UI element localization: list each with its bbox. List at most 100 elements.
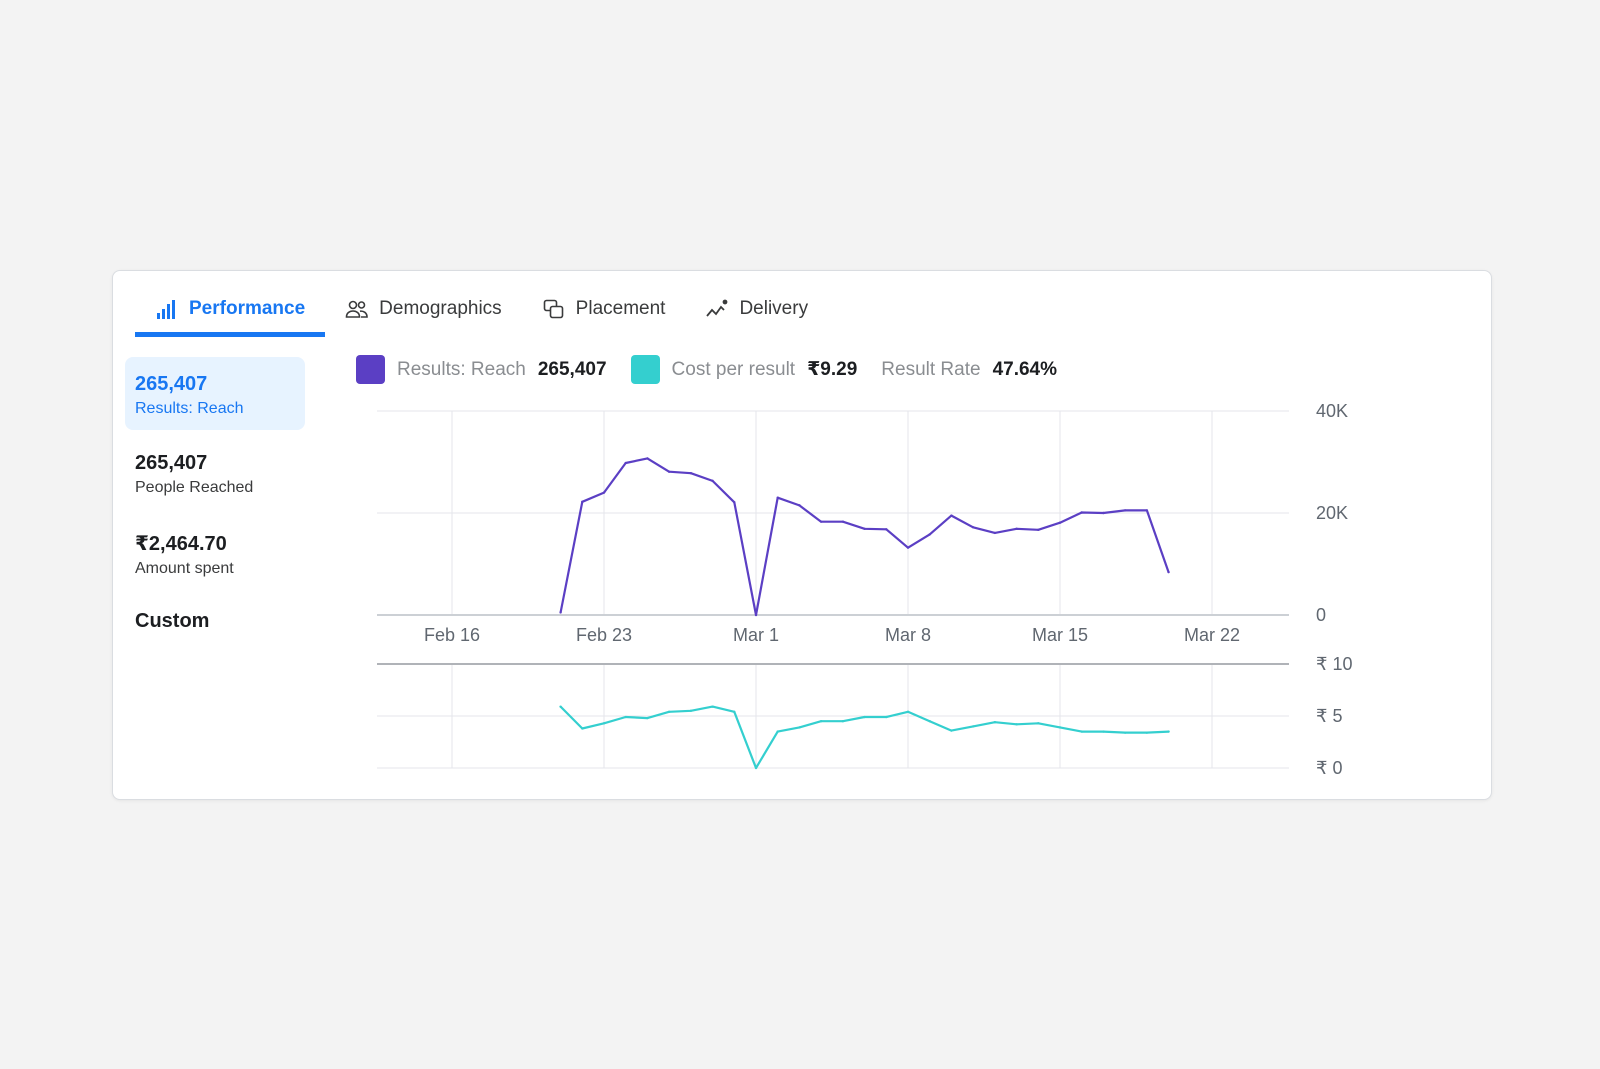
rate-legend-label: Result Rate xyxy=(881,358,981,380)
cost-line-point xyxy=(950,729,953,732)
tab-label: Placement xyxy=(575,298,666,319)
delivery-icon xyxy=(705,297,729,321)
metric-results-reach[interactable]: 265,407 Results: Reach xyxy=(125,357,305,430)
reach-line-point xyxy=(863,527,866,531)
tab-demographics[interactable]: Demographics xyxy=(325,285,522,333)
cost-line-point xyxy=(689,709,693,712)
rate-legend-value: 47.64% xyxy=(992,358,1058,380)
performance-card: Performance Demographics Placement xyxy=(112,270,1492,800)
reach-line-point xyxy=(646,457,649,460)
metric-value: ₹2,464.70 xyxy=(135,533,227,555)
metric-list: 265,407 Results: Reach 265,407 People Re… xyxy=(125,357,305,647)
custom-metric-button[interactable]: Custom xyxy=(135,610,210,632)
x-tick-label: Feb 23 xyxy=(576,625,632,645)
placement-icon xyxy=(542,297,566,321)
metric-value: 265,407 xyxy=(135,452,208,474)
cost-line-point xyxy=(776,730,779,733)
tab-placement[interactable]: Placement xyxy=(522,285,686,333)
reach-line-point xyxy=(1102,511,1105,515)
tab-performance[interactable]: Performance xyxy=(135,285,326,337)
people-icon xyxy=(345,297,369,321)
reach-line-point xyxy=(819,520,823,523)
bar-chart-icon xyxy=(155,297,179,321)
reach-line-point xyxy=(1167,570,1170,574)
reach-line-point xyxy=(602,491,606,494)
y-tick-label: 20K xyxy=(1316,503,1348,523)
reach-line-point xyxy=(928,533,931,536)
reach-line-point xyxy=(689,472,693,475)
reach-line-point xyxy=(885,528,888,531)
performance-chart: 0 20K 40K Feb 16 Feb 23 Mar 1 Mar 8 Mar 15 Mar 2… xyxy=(377,401,1352,778)
cost-line-point xyxy=(646,716,649,720)
reach-line-point xyxy=(950,514,953,517)
reach-line-point xyxy=(624,461,627,465)
reach-line-point xyxy=(1058,521,1062,524)
reach-line-point xyxy=(733,501,736,504)
reach-line-point xyxy=(667,470,671,473)
chart-legend: Results: Reach 265,407 Cost per result ₹… xyxy=(356,355,1081,384)
reach-line-point xyxy=(798,504,801,507)
metric-people-reached[interactable]: 265,407 People Reached xyxy=(125,436,305,509)
metric-label: People Reached xyxy=(135,479,254,496)
x-tick-label: Mar 15 xyxy=(1032,625,1088,645)
reach-line-point xyxy=(1123,509,1127,512)
cost-line-point xyxy=(559,705,562,708)
cost-line-point xyxy=(1037,722,1040,725)
reach-line-point xyxy=(754,613,758,617)
cost-line-point xyxy=(733,710,736,714)
reach-line-point xyxy=(993,531,997,535)
reach-line xyxy=(559,457,1170,617)
y-tick-label: ₹ 10 xyxy=(1316,654,1352,674)
cost-line-point xyxy=(1015,723,1018,726)
cost-line-point xyxy=(667,710,671,714)
reach-swatch xyxy=(356,355,385,384)
x-tick-label: Feb 16 xyxy=(424,625,480,645)
reach-line-point xyxy=(1015,527,1018,531)
cost-line-point xyxy=(1102,730,1105,733)
reach-line-point xyxy=(559,611,562,614)
reach-legend-value: 265,407 xyxy=(537,358,607,380)
cost-line-point xyxy=(971,725,975,728)
y-tick-label: 0 xyxy=(1316,605,1326,625)
reach-line-point xyxy=(971,526,975,529)
metric-amount-spent[interactable]: ₹2,464.70 Amount spent xyxy=(125,515,305,590)
cost-line-point xyxy=(711,705,714,708)
cost-line-point xyxy=(928,720,931,723)
y-tick-label: 40K xyxy=(1316,401,1348,421)
tab-label: Performance xyxy=(189,298,306,319)
reach-line-point xyxy=(776,496,779,499)
cost-line-point xyxy=(863,715,866,719)
reach-legend-label: Results: Reach xyxy=(397,358,526,380)
cost-line-point xyxy=(1080,730,1083,733)
reach-line-point xyxy=(841,520,845,523)
cost-line-point xyxy=(1167,730,1170,733)
cost-legend-value: ₹9.29 xyxy=(807,359,858,380)
cost-line-point xyxy=(1123,731,1127,734)
tab-label: Delivery xyxy=(739,298,809,319)
reach-line-point xyxy=(1145,509,1149,512)
cost-legend-label: Cost per result xyxy=(671,358,796,380)
cost-line-point xyxy=(885,715,888,719)
y-tick-label: ₹ 0 xyxy=(1316,758,1342,778)
metric-label: Amount spent xyxy=(135,560,234,577)
cost-line-point xyxy=(602,722,606,725)
reach-line-point xyxy=(1080,511,1083,514)
metric-value: 265,407 xyxy=(135,373,208,395)
cost-line-point xyxy=(624,715,627,719)
cost-swatch xyxy=(630,355,660,384)
tab-delivery[interactable]: Delivery xyxy=(685,285,828,333)
x-tick-label: Mar 22 xyxy=(1184,625,1240,645)
cost-line-point xyxy=(1145,731,1149,734)
reach-line-point xyxy=(581,500,584,503)
reach-line-point xyxy=(711,479,714,483)
cost-line-point xyxy=(841,720,845,723)
y-tick-label: ₹ 5 xyxy=(1316,706,1342,726)
cost-line-point xyxy=(819,720,823,723)
metric-label: Results: Reach xyxy=(135,400,244,417)
cost-line-point xyxy=(906,710,910,714)
tab-label: Demographics xyxy=(379,298,502,319)
cost-line-point xyxy=(798,726,801,729)
cost-line-point xyxy=(1058,726,1062,729)
reach-line-point xyxy=(906,546,910,549)
x-tick-label: Mar 1 xyxy=(733,625,779,645)
